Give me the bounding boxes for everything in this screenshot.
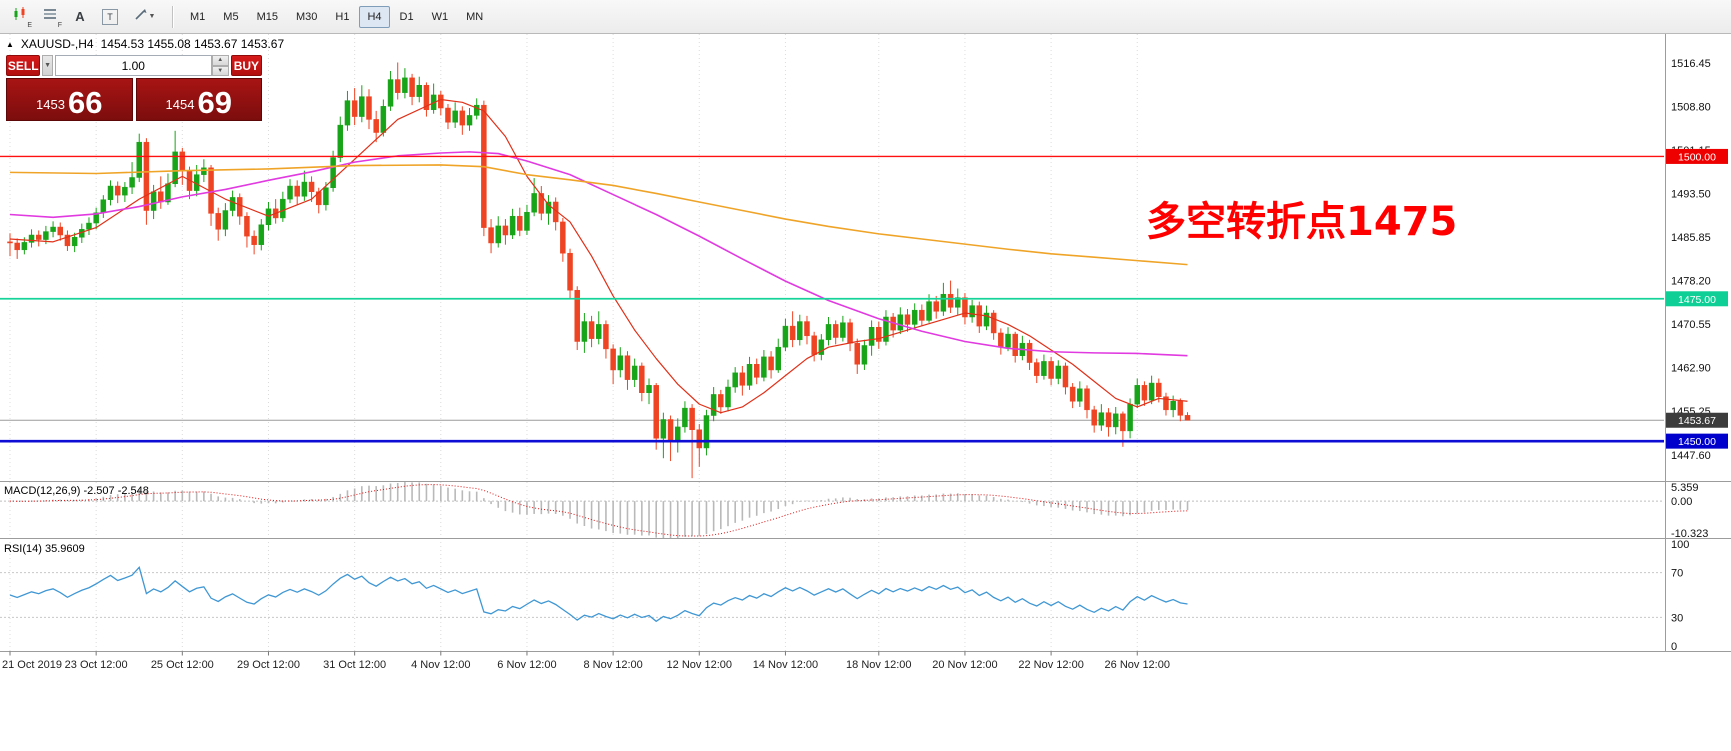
svg-text:23 Oct 12:00: 23 Oct 12:00 <box>65 659 128 671</box>
svg-text:1447.60: 1447.60 <box>1671 450 1711 462</box>
svg-text:1470.55: 1470.55 <box>1671 319 1711 331</box>
timeframe-h4[interactable]: H4 <box>359 5 390 28</box>
buy-price-main: 1454 <box>165 97 195 112</box>
svg-text:1478.20: 1478.20 <box>1671 276 1711 288</box>
chart-region: 1516.451508.801501.151493.501485.851478.… <box>0 34 1731 751</box>
timeframe-w1[interactable]: W1 <box>431 10 449 23</box>
svg-text:29 Oct 12:00: 29 Oct 12:00 <box>237 659 300 671</box>
macd-histogram <box>16 482 1189 538</box>
volume-decrease-button[interactable]: ▼ <box>211 65 229 76</box>
svg-text:6 Nov 12:00: 6 Nov 12:00 <box>497 659 556 671</box>
icon-badge-f: F <box>57 21 62 29</box>
svg-text:0.00: 0.00 <box>1671 496 1692 508</box>
timeframe-m1[interactable]: M1 <box>190 10 206 23</box>
chart-canvas[interactable]: 1516.451508.801501.151493.501485.851478.… <box>0 34 1731 751</box>
svg-text:21 Oct 2019: 21 Oct 2019 <box>2 659 62 671</box>
svg-text:4 Nov 12:00: 4 Nov 12:00 <box>411 659 470 671</box>
buy-price-display[interactable]: 1454 69 <box>135 78 262 121</box>
volume-stepper: ▲ ▼ <box>211 55 229 76</box>
svg-text:12 Nov 12:00: 12 Nov 12:00 <box>667 659 732 671</box>
draw-tool-icon <box>133 7 148 27</box>
svg-text:31 Oct 12:00: 31 Oct 12:00 <box>323 659 386 671</box>
svg-text:30: 30 <box>1671 612 1683 624</box>
symbol-period-label: XAUUSD-,H4 <box>20 37 94 51</box>
timeframe-h1[interactable]: H1 <box>335 10 350 23</box>
svg-text:70: 70 <box>1671 568 1683 580</box>
sell-price-display[interactable]: 1453 66 <box>6 78 133 121</box>
svg-text:20 Nov 12:00: 20 Nov 12:00 <box>932 659 997 671</box>
level-badge-1475.00: 1475.00 <box>1666 291 1728 307</box>
chart-annotation-text: 多空转折点1475 <box>1146 199 1458 245</box>
candlestick-chart-icon <box>12 6 28 27</box>
svg-text:8 Nov 12:00: 8 Nov 12:00 <box>583 659 642 671</box>
timeframe-m5[interactable]: M5 <box>223 10 239 23</box>
svg-text:0: 0 <box>1671 641 1677 653</box>
rsi-label: RSI(14) 35.9609 <box>4 543 85 555</box>
timeframe-d1[interactable]: D1 <box>399 10 414 23</box>
time-axis: 21 Oct 2019 23 Oct 12:00 25 Oct 12:00 29 Oc… <box>2 651 1170 671</box>
ma-slow-line <box>9 164 1188 266</box>
timeframe-toolbar: M1 M5 M15 M30 H1 H4 D1 W1 MN <box>181 5 492 28</box>
svg-text:-10.323: -10.323 <box>1671 528 1708 540</box>
svg-text:1453.67: 1453.67 <box>1678 415 1716 427</box>
toolbar-separator <box>172 5 173 28</box>
timeframe-mn[interactable]: MN <box>466 10 484 23</box>
svg-text:1493.50: 1493.50 <box>1671 188 1711 200</box>
text-label-icon: A <box>75 9 85 24</box>
text-label-button[interactable]: A <box>66 4 94 30</box>
svg-text:14 Nov 12:00: 14 Nov 12:00 <box>753 659 818 671</box>
svg-text:1475.00: 1475.00 <box>1678 294 1716 306</box>
sell-price-pips: 66 <box>67 85 103 120</box>
volume-increase-button[interactable]: ▲ <box>211 55 229 66</box>
svg-text:1508.80: 1508.80 <box>1671 101 1711 113</box>
svg-text:22 Nov 12:00: 22 Nov 12:00 <box>1018 659 1083 671</box>
draw-tool-button[interactable]: ▼ <box>126 4 162 30</box>
svg-text:25 Oct 12:00: 25 Oct 12:00 <box>151 659 214 671</box>
chevron-down-icon[interactable]: ▼ <box>148 13 156 20</box>
list-icon <box>42 6 58 27</box>
svg-text:18 Nov 12:00: 18 Nov 12:00 <box>846 659 911 671</box>
current-price-badge: 1453.67 <box>1666 412 1728 428</box>
sell-price-main: 1453 <box>36 97 65 112</box>
svg-text:1485.85: 1485.85 <box>1671 232 1711 244</box>
text-box-icon: T <box>102 8 118 25</box>
timeframe-m15[interactable]: M15 <box>256 10 278 23</box>
ma-mid-line <box>9 151 1188 357</box>
top-toolbar: E F A T ▼ <box>0 0 1731 34</box>
level-badge-1500.00: 1500.00 <box>1666 148 1728 164</box>
svg-text:26 Nov 12:00: 26 Nov 12:00 <box>1105 659 1170 671</box>
chevron-down-icon: ▼ <box>44 62 52 69</box>
sell-button[interactable]: SELL <box>6 55 41 76</box>
buy-button[interactable]: BUY <box>230 55 262 76</box>
level-badge-1450.00: 1450.00 <box>1666 433 1728 449</box>
svg-text:1462.90: 1462.90 <box>1671 363 1711 375</box>
timeframe-m30[interactable]: M30 <box>295 10 318 23</box>
price-axis-labels: 1516.451508.801501.151493.501485.851478.… <box>1671 58 1711 462</box>
volume-input[interactable] <box>54 55 212 76</box>
ma-fast-line <box>9 98 1188 414</box>
indicator-list-button[interactable]: F <box>36 4 64 30</box>
svg-text:5.359: 5.359 <box>1671 482 1699 494</box>
collapse-arrow-icon[interactable]: ▲ <box>6 39 14 49</box>
svg-text:100: 100 <box>1671 539 1689 551</box>
quote-line: ▲ XAUUSD-,H4 1454.53 1455.08 1453.67 145… <box>6 37 284 51</box>
svg-text:1516.45: 1516.45 <box>1671 58 1711 70</box>
ohlc-values: 1454.53 1455.08 1453.67 1453.67 <box>100 37 285 51</box>
one-click-trading-panel: SELL ▼ ▲ ▼ BUY 1453 66 1454 <box>6 55 262 121</box>
svg-text:1500.00: 1500.00 <box>1678 151 1716 163</box>
volume-dropdown-button[interactable]: ▼ <box>42 55 53 76</box>
rsi-line <box>9 565 1188 623</box>
icon-badge-e: E <box>27 21 32 29</box>
text-box-button[interactable]: T <box>96 4 124 30</box>
macd-label: MACD(12,26,9) -2.507 -2.548 <box>4 485 149 497</box>
chart-type-button[interactable]: E <box>6 4 34 30</box>
buy-price-pips: 69 <box>197 85 232 120</box>
svg-text:1450.00: 1450.00 <box>1678 436 1716 448</box>
